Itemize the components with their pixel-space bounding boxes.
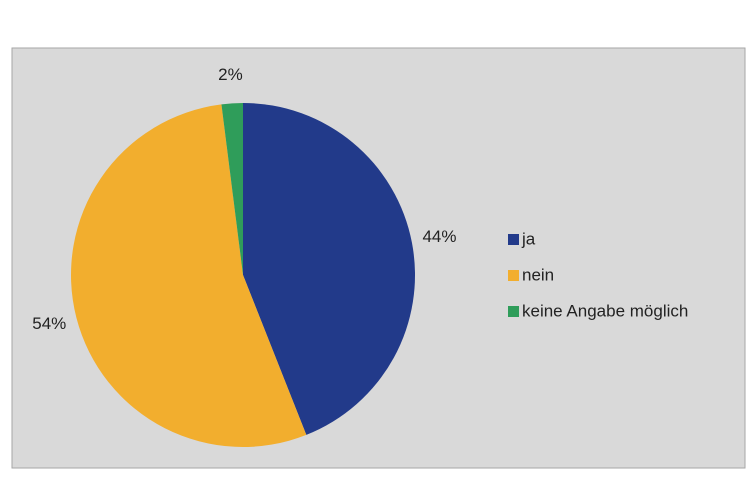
- legend-swatch: [508, 234, 519, 245]
- pie-slice: [71, 104, 307, 447]
- pie-slice: [243, 103, 416, 435]
- data-label: 54%: [32, 314, 66, 333]
- legend-label: nein: [522, 265, 554, 284]
- pie-slice: [221, 103, 243, 275]
- legend-swatch: [508, 270, 519, 281]
- legend-swatch: [508, 306, 519, 317]
- data-label: 2%: [218, 65, 243, 84]
- legend-label: ja: [521, 229, 536, 248]
- data-label: 44%: [422, 227, 456, 246]
- legend-label: keine Angabe möglich: [522, 301, 688, 320]
